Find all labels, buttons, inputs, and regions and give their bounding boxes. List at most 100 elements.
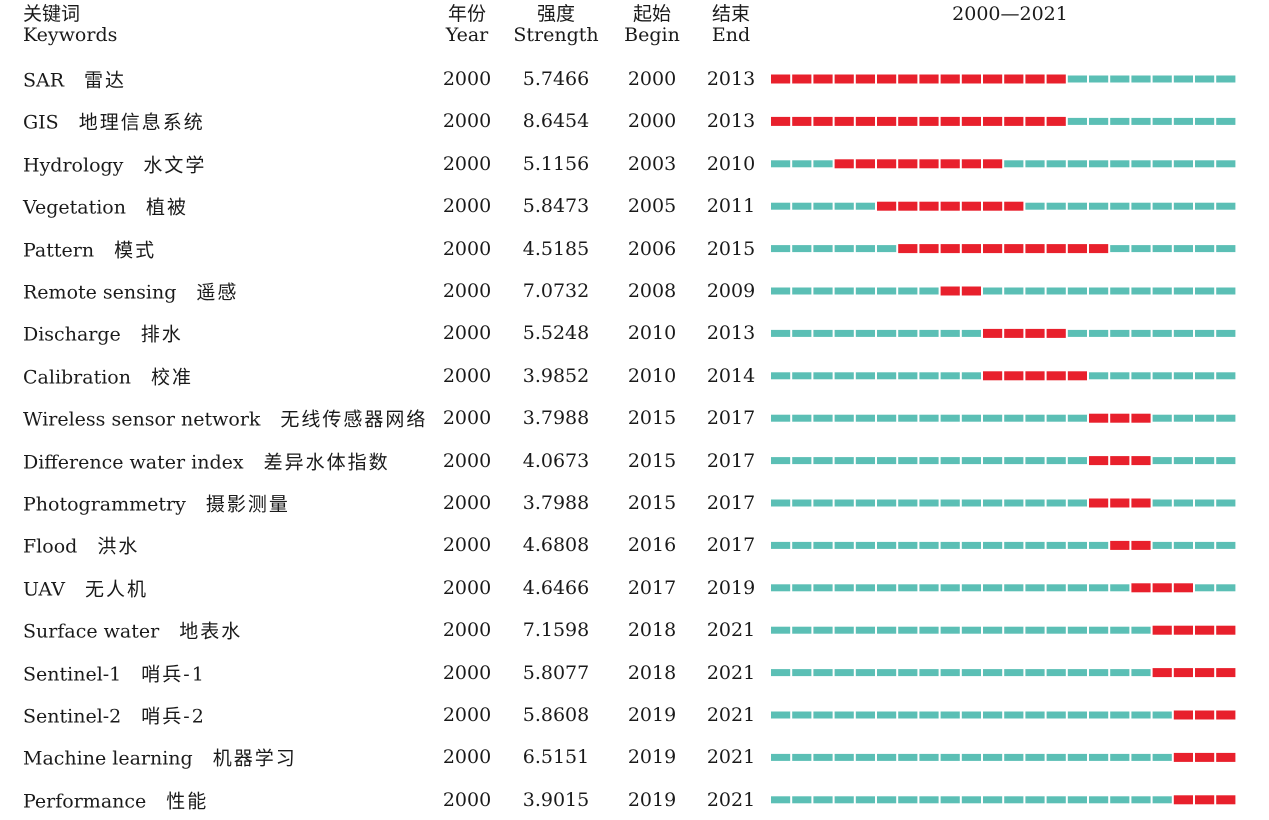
baseline-segment bbox=[1025, 711, 1045, 719]
header-keywords-zh: 关键词 bbox=[23, 3, 81, 25]
end-cell: 2015 bbox=[706, 237, 756, 260]
baseline-segment bbox=[1131, 796, 1151, 804]
baseline-segment bbox=[1025, 499, 1045, 507]
burst-segment bbox=[1004, 116, 1024, 126]
baseline-segment bbox=[1152, 796, 1172, 804]
keyword-en: Performance bbox=[23, 790, 147, 813]
baseline-segment bbox=[792, 584, 812, 592]
baseline-segment bbox=[1089, 75, 1109, 83]
table-row: Sentinel-2 哨兵-2 2000 5.8608 2019 2021 bbox=[0, 695, 1269, 735]
burst-segment bbox=[1089, 413, 1109, 423]
baseline-segment bbox=[1216, 499, 1236, 507]
year-cell: 2000 bbox=[442, 237, 492, 260]
baseline-segment bbox=[1046, 796, 1066, 804]
strength-cell: 4.6466 bbox=[522, 576, 590, 599]
burst-segment bbox=[940, 286, 960, 296]
baseline-segment bbox=[940, 796, 960, 804]
baseline-segment bbox=[792, 796, 812, 804]
keyword-zh: 雷达 bbox=[84, 69, 127, 92]
keyword-cell: Vegetation 植被 bbox=[23, 193, 188, 220]
burst-segment bbox=[1025, 328, 1045, 338]
baseline-segment bbox=[1110, 202, 1130, 210]
burst-segment bbox=[1004, 201, 1024, 211]
header-year-zh: 年份 bbox=[447, 3, 486, 25]
table-row: SAR 雷达 2000 5.7466 2000 2013 bbox=[0, 59, 1269, 99]
baseline-segment bbox=[855, 372, 875, 380]
begin-cell: 2008 bbox=[627, 280, 677, 302]
baseline-segment bbox=[1025, 584, 1045, 592]
year-cell: 2000 bbox=[442, 322, 492, 345]
strength-cell: 5.8077 bbox=[522, 661, 590, 684]
baseline-segment bbox=[1025, 796, 1045, 804]
baseline-segment bbox=[834, 584, 854, 592]
table-row: Wireless sensor network 无线传感器网络 2000 3.7988… bbox=[0, 398, 1269, 438]
baseline-segment bbox=[877, 753, 897, 761]
year-cell: 2000 bbox=[442, 619, 492, 642]
baseline-segment bbox=[1067, 75, 1087, 83]
baseline-segment bbox=[771, 626, 791, 634]
baseline-segment bbox=[961, 796, 981, 804]
keyword-zh: 排水 bbox=[140, 323, 183, 346]
baseline-segment bbox=[898, 414, 918, 422]
baseline-segment bbox=[1089, 372, 1109, 380]
burst-segment bbox=[792, 74, 812, 84]
baseline-segment bbox=[877, 414, 897, 422]
keyword-cell: UAV 无人机 bbox=[23, 574, 148, 601]
baseline-segment bbox=[1004, 669, 1024, 677]
strength-cell: 3.7988 bbox=[522, 492, 590, 514]
burst-segment bbox=[1195, 668, 1215, 678]
baseline-segment bbox=[1046, 499, 1066, 507]
baseline-segment bbox=[898, 626, 918, 634]
baseline-segment bbox=[1216, 457, 1236, 465]
baseline-segment bbox=[1046, 669, 1066, 677]
baseline-segment bbox=[1173, 287, 1193, 295]
burst-segment bbox=[1131, 583, 1151, 593]
baseline-segment bbox=[1089, 753, 1109, 761]
baseline-segment bbox=[919, 541, 939, 549]
begin-cell: 2019 bbox=[627, 788, 677, 811]
keyword-en: Difference water index bbox=[23, 451, 244, 474]
burst-segment bbox=[813, 116, 833, 126]
burst-segment bbox=[792, 116, 812, 126]
year-cell: 2000 bbox=[442, 280, 492, 302]
keyword-cell: Discharge 排水 bbox=[23, 320, 183, 347]
keyword-en: Vegetation bbox=[23, 196, 126, 219]
baseline-segment bbox=[983, 414, 1003, 422]
year-cell: 2000 bbox=[442, 152, 492, 175]
baseline-segment bbox=[792, 457, 812, 465]
end-cell: 2010 bbox=[706, 152, 756, 175]
baseline-segment bbox=[771, 414, 791, 422]
burst-segment bbox=[1195, 710, 1215, 720]
baseline-segment bbox=[1152, 202, 1172, 210]
keyword-zh: 植被 bbox=[145, 196, 188, 219]
baseline-segment bbox=[1173, 329, 1193, 337]
baseline-segment bbox=[898, 372, 918, 380]
baseline-segment bbox=[940, 414, 960, 422]
baseline-segment bbox=[813, 329, 833, 337]
strength-cell: 3.7988 bbox=[522, 407, 590, 430]
baseline-segment bbox=[1089, 117, 1109, 125]
baseline-segment bbox=[940, 669, 960, 677]
keyword-en: GIS bbox=[23, 111, 59, 134]
baseline-segment bbox=[855, 626, 875, 634]
keyword-zh: 地表水 bbox=[179, 620, 243, 643]
burst-segment bbox=[1173, 668, 1193, 678]
baseline-segment bbox=[898, 669, 918, 677]
baseline-segment bbox=[1046, 626, 1066, 634]
keyword-en: Surface water bbox=[23, 620, 160, 643]
baseline-segment bbox=[1004, 457, 1024, 465]
end-cell: 2021 bbox=[706, 788, 756, 811]
keyword-zh: 无线传感器网络 bbox=[280, 408, 428, 431]
end-cell: 2017 bbox=[706, 449, 756, 472]
burst-segment bbox=[855, 74, 875, 84]
baseline-segment bbox=[1110, 287, 1130, 295]
keyword-en: Photogrammetry bbox=[23, 493, 186, 516]
year-cell: 2000 bbox=[442, 534, 492, 557]
baseline-segment bbox=[961, 457, 981, 465]
baseline-segment bbox=[1046, 160, 1066, 168]
baseline-segment bbox=[961, 372, 981, 380]
burst-segment bbox=[983, 371, 1003, 381]
end-cell: 2021 bbox=[706, 704, 756, 726]
year-cell: 2000 bbox=[442, 492, 492, 514]
baseline-segment bbox=[1173, 202, 1193, 210]
